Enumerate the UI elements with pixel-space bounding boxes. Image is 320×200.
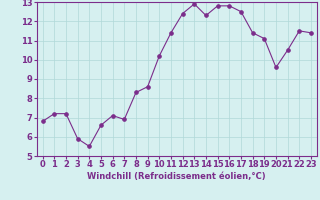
X-axis label: Windchill (Refroidissement éolien,°C): Windchill (Refroidissement éolien,°C)	[87, 172, 266, 181]
